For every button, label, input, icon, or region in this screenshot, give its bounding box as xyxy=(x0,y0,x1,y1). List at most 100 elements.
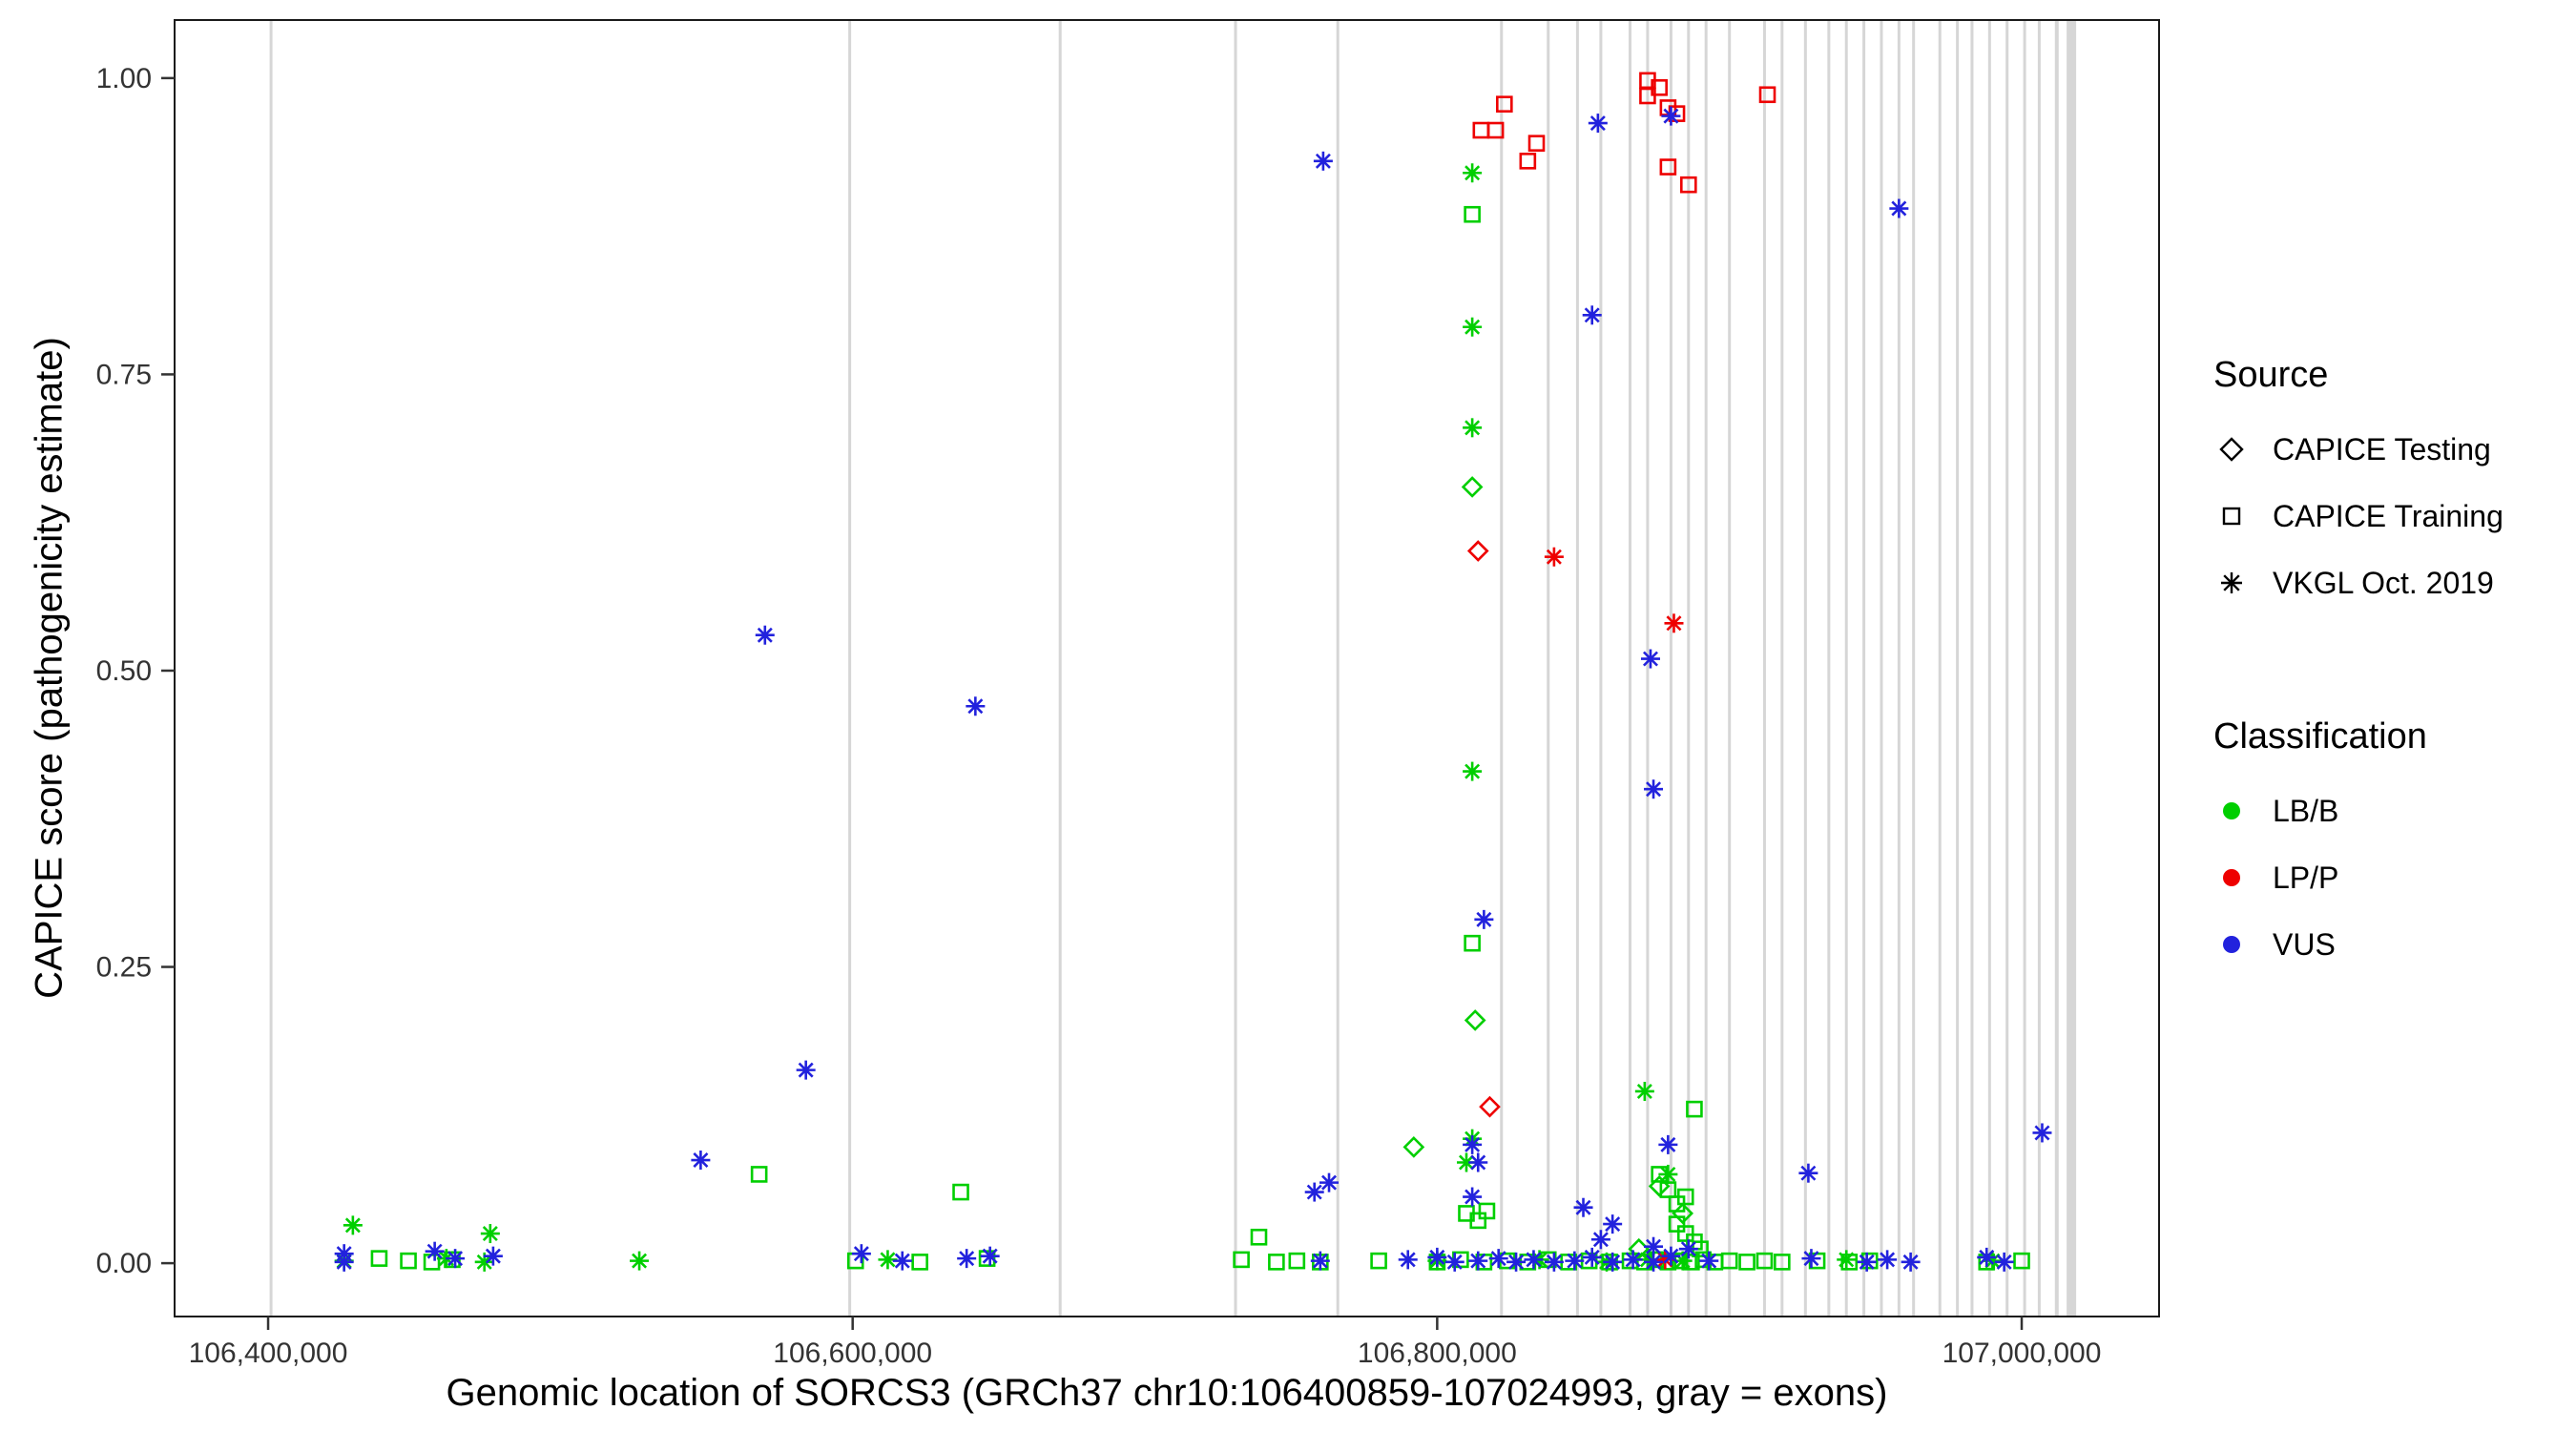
data-point xyxy=(1699,1251,1719,1271)
data-point xyxy=(1857,1252,1877,1272)
legend-source-title: Source xyxy=(2213,355,2329,395)
data-point xyxy=(892,1251,912,1271)
asterisk-icon xyxy=(2221,572,2242,593)
data-point xyxy=(1464,1009,1486,1031)
legend-item-label: CAPICE Training xyxy=(2273,498,2503,533)
data-point xyxy=(1644,1236,1664,1256)
data-point xyxy=(966,696,986,716)
exon-line xyxy=(1897,21,1901,1316)
data-point xyxy=(1479,1095,1501,1118)
data-point xyxy=(1603,1252,1623,1272)
exon-line xyxy=(1844,21,1848,1316)
exon-line xyxy=(1762,21,1766,1316)
data-point xyxy=(1310,1251,1330,1271)
data-point xyxy=(1478,1202,1496,1220)
data-point xyxy=(755,625,775,645)
data-point xyxy=(796,1060,816,1080)
exon-line xyxy=(1938,21,1942,1316)
exon-line xyxy=(1336,21,1340,1316)
diamond-icon xyxy=(2219,437,2244,462)
y-tick-label: 0.25 xyxy=(96,952,152,984)
exon-line xyxy=(1547,21,1550,1316)
exon-line xyxy=(2037,21,2041,1316)
exon-line xyxy=(2005,21,2009,1316)
lbb-color-dot xyxy=(2223,802,2240,819)
exon-line xyxy=(1970,21,1974,1316)
exon-line xyxy=(1599,21,1603,1316)
data-point xyxy=(980,1246,1000,1266)
data-point xyxy=(1464,934,1481,952)
data-point xyxy=(1644,1252,1664,1272)
data-point xyxy=(1524,1250,1544,1270)
data-point xyxy=(1840,1254,1859,1271)
data-point xyxy=(1427,1247,1447,1267)
data-point xyxy=(1678,1239,1698,1259)
data-point xyxy=(1463,1134,1483,1154)
data-point xyxy=(1506,1252,1527,1272)
data-point xyxy=(1304,1182,1324,1202)
x-tick-label: 106,600,000 xyxy=(773,1338,932,1369)
y-tick-label: 0.00 xyxy=(96,1248,152,1279)
data-point xyxy=(334,1252,354,1272)
legend-item-label: CAPICE Testing xyxy=(2273,431,2491,467)
data-point xyxy=(1758,86,1776,104)
data-point xyxy=(1573,1197,1593,1217)
legend-item-lbb: LB/B xyxy=(2213,790,2503,832)
legend-item-capice-testing: CAPICE Testing xyxy=(2213,428,2503,470)
exon-line xyxy=(848,21,852,1316)
data-point xyxy=(1402,1136,1425,1158)
data-point xyxy=(1659,158,1677,176)
data-point xyxy=(1664,613,1684,633)
legend-item-vus: VUS xyxy=(2213,923,2503,965)
data-point xyxy=(1250,1228,1268,1246)
exon-line xyxy=(269,21,273,1316)
legend-item-label: VUS xyxy=(2273,926,2336,962)
exon-line xyxy=(1704,21,1708,1316)
data-point xyxy=(1544,1252,1564,1272)
exon-line xyxy=(2067,21,2077,1316)
data-point xyxy=(1463,317,1483,337)
data-point xyxy=(750,1166,768,1183)
data-point xyxy=(1889,198,1909,218)
y-axis-title: CAPICE score (pathogenicity estimate) xyxy=(28,337,71,999)
exon-line xyxy=(1880,21,1883,1316)
data-point xyxy=(1901,1252,1921,1272)
data-point xyxy=(1472,121,1490,139)
data-point xyxy=(1658,1134,1678,1154)
x-tick-label: 106,800,000 xyxy=(1358,1338,1517,1369)
y-tick-label: 0.50 xyxy=(96,655,152,687)
data-point xyxy=(1623,1250,1643,1270)
data-point xyxy=(1288,1252,1306,1270)
data-point xyxy=(911,1254,928,1271)
data-point xyxy=(1590,1230,1610,1250)
data-point xyxy=(1680,176,1697,194)
data-point xyxy=(1588,114,1608,134)
data-point xyxy=(400,1252,417,1270)
data-point xyxy=(1319,1172,1340,1192)
data-point xyxy=(957,1249,977,1269)
data-point xyxy=(851,1244,871,1264)
data-point xyxy=(446,1249,466,1269)
data-point xyxy=(2013,1252,2030,1270)
data-point xyxy=(1878,1250,1898,1270)
data-point xyxy=(1268,1254,1285,1271)
data-point xyxy=(630,1251,650,1271)
exon-line xyxy=(2054,21,2059,1316)
data-point xyxy=(1461,476,1484,498)
data-point xyxy=(1837,1250,1857,1270)
data-point xyxy=(1444,1252,1465,1272)
exon-line xyxy=(1646,21,1650,1316)
data-point xyxy=(1658,1164,1678,1184)
data-point xyxy=(1686,1100,1703,1118)
data-point xyxy=(1676,1188,1694,1206)
y-tick-label: 0.75 xyxy=(96,359,152,390)
exon-line xyxy=(1912,21,1916,1316)
data-point xyxy=(1565,1251,1585,1271)
data-point xyxy=(1544,547,1564,567)
data-point xyxy=(1582,305,1602,325)
data-point xyxy=(1755,1252,1774,1270)
y-tick-label: 1.00 xyxy=(96,63,152,94)
exon-line xyxy=(1803,21,1807,1316)
data-point xyxy=(1527,135,1546,152)
